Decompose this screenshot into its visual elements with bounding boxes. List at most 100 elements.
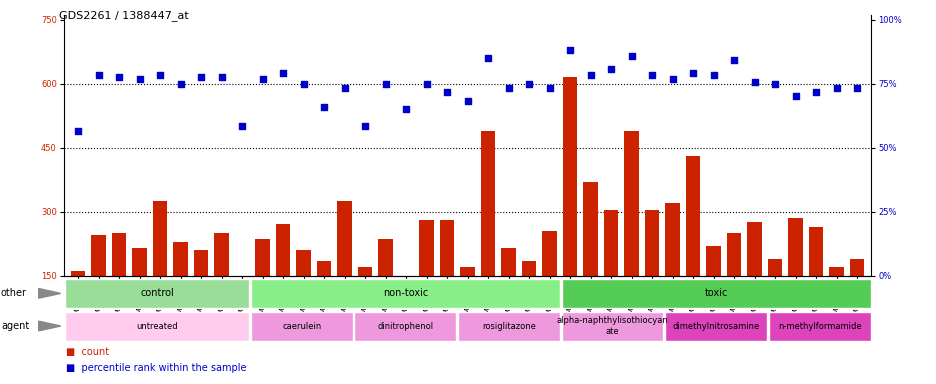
Bar (828, 267, 842, 340)
Point (255, 76, 270, 83)
Point (665, 76, 680, 83)
Bar (561, 311, 663, 341)
Text: other: other (1, 288, 27, 298)
Bar (726, 233, 740, 340)
Bar (685, 156, 699, 340)
Text: toxic: toxic (704, 288, 727, 298)
Bar (665, 203, 679, 340)
Bar (460, 267, 475, 340)
Polygon shape (38, 288, 61, 298)
Point (213, 74, 228, 80)
Point (521, 81, 536, 87)
Bar (251, 279, 560, 308)
Point (70, 127, 85, 134)
Point (194, 74, 209, 80)
Bar (153, 201, 167, 340)
Point (644, 72, 659, 78)
Bar (399, 276, 413, 340)
Bar (561, 279, 870, 308)
Bar (358, 267, 372, 340)
Bar (71, 271, 85, 340)
Text: agent: agent (1, 321, 29, 331)
Polygon shape (38, 321, 61, 331)
Point (808, 89, 823, 95)
Bar (583, 182, 597, 340)
Text: control: control (139, 288, 173, 298)
Bar (849, 259, 863, 340)
Bar (501, 248, 515, 340)
Bar (296, 250, 311, 340)
Bar (644, 210, 659, 340)
Bar (603, 210, 618, 340)
Point (132, 76, 147, 83)
Point (296, 81, 311, 87)
Point (377, 81, 392, 87)
Text: n-methylformamide: n-methylformamide (777, 321, 860, 331)
Point (725, 57, 740, 63)
Point (787, 93, 802, 99)
Bar (251, 311, 353, 341)
Point (358, 123, 373, 129)
Point (398, 106, 413, 113)
Bar (132, 248, 147, 340)
Bar (706, 246, 720, 340)
Point (582, 72, 597, 78)
Bar (563, 77, 577, 340)
Bar (458, 311, 560, 341)
Bar (768, 259, 782, 340)
Bar (419, 220, 433, 340)
Point (849, 85, 864, 91)
Bar (65, 279, 249, 308)
Point (603, 66, 618, 72)
Point (275, 70, 290, 76)
Bar (542, 231, 556, 340)
Bar (111, 233, 126, 340)
Bar (173, 242, 187, 340)
Point (234, 123, 249, 129)
Text: caerulein: caerulein (282, 321, 321, 331)
Point (173, 81, 188, 87)
Bar (747, 222, 761, 340)
Point (439, 89, 454, 95)
Point (501, 85, 516, 91)
Point (480, 55, 495, 61)
Bar (337, 201, 351, 340)
Bar (65, 311, 249, 341)
Bar (316, 261, 331, 340)
Text: alpha-naphthylisothiocyan
ate: alpha-naphthylisothiocyan ate (556, 316, 667, 336)
Point (316, 104, 331, 110)
Bar (194, 250, 208, 340)
Bar (768, 311, 870, 341)
Point (418, 81, 433, 87)
Point (706, 72, 721, 78)
Bar (256, 240, 270, 340)
Bar (378, 240, 392, 340)
Point (91, 72, 106, 78)
Point (623, 53, 638, 59)
Point (337, 85, 352, 91)
Point (460, 98, 475, 104)
Text: dimethylnitrosamine: dimethylnitrosamine (672, 321, 759, 331)
Bar (354, 311, 456, 341)
Point (767, 81, 782, 87)
Point (685, 70, 700, 76)
Point (153, 72, 168, 78)
Bar (480, 131, 495, 340)
Point (828, 85, 843, 91)
Bar (92, 235, 106, 340)
Bar (521, 261, 535, 340)
Bar (623, 131, 638, 340)
Text: ■  percentile rank within the sample: ■ percentile rank within the sample (66, 363, 246, 374)
Text: untreated: untreated (136, 321, 178, 331)
Text: ■  count: ■ count (66, 346, 109, 357)
Text: GDS2261 / 1388447_at: GDS2261 / 1388447_at (59, 10, 188, 20)
Point (542, 85, 557, 91)
Point (111, 74, 126, 80)
Bar (439, 220, 454, 340)
Bar (665, 311, 767, 341)
Text: dinitrophenol: dinitrophenol (377, 321, 433, 331)
Bar (808, 227, 823, 340)
Point (562, 46, 577, 53)
Text: non-toxic: non-toxic (383, 288, 428, 298)
Bar (214, 233, 228, 340)
